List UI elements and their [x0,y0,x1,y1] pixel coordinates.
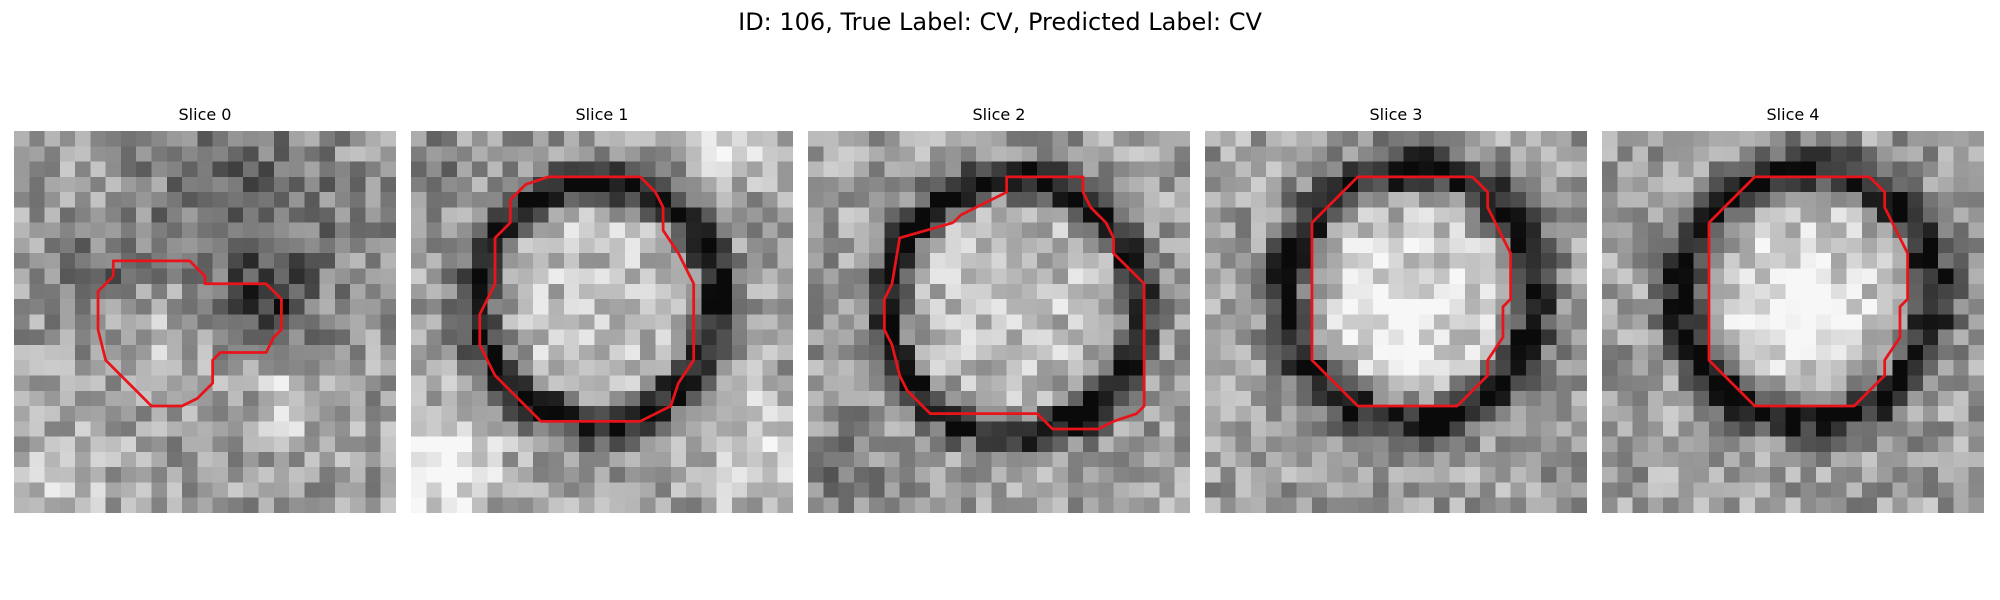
slice-panel-1: Slice 1 [411,105,793,513]
slice-panel-4: Slice 4 [1602,105,1984,513]
mri-slice-image [411,131,793,513]
pixel-grid [14,131,396,513]
mri-slice-image [1205,131,1587,513]
pixel-grid [1205,131,1587,513]
pixel-grid [1602,131,1984,513]
pixel-grid [411,131,793,513]
slice-panel-2: Slice 2 [808,105,1190,513]
mri-slice-image [808,131,1190,513]
segmentation-contour [478,175,696,423]
segmentation-contour [1310,175,1512,408]
slice-title: Slice 1 [575,105,629,124]
pixel-grid [808,131,1190,513]
slice-panel-3: Slice 3 [1205,105,1587,513]
slice-title: Slice 2 [972,105,1026,124]
segmentation-contour [883,175,1146,431]
slice-title: Slice 0 [178,105,232,124]
segmentation-contour [96,259,283,408]
mri-slice-image [1602,131,1984,513]
segmentation-contour [1707,175,1909,408]
slice-title: Slice 3 [1369,105,1423,124]
mri-slice-image [14,131,396,513]
figure-title: ID: 106, True Label: CV, Predicted Label… [738,8,1262,36]
slice-title: Slice 4 [1766,105,1820,124]
slice-panel-0: Slice 0 [14,105,396,513]
